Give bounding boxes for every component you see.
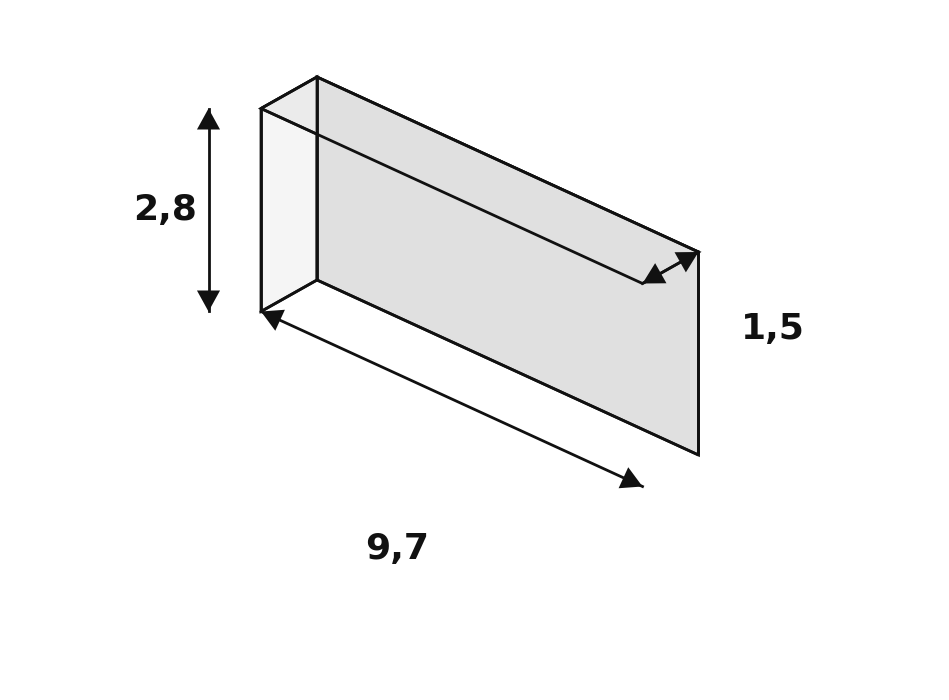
Polygon shape [197, 290, 220, 312]
Text: 2,8: 2,8 [133, 193, 197, 227]
Polygon shape [261, 77, 698, 284]
Polygon shape [197, 108, 220, 130]
Text: 1,5: 1,5 [740, 312, 805, 346]
Polygon shape [261, 77, 317, 312]
Polygon shape [317, 77, 698, 455]
Text: 9,7: 9,7 [365, 533, 430, 566]
Polygon shape [619, 467, 642, 488]
Polygon shape [261, 310, 285, 331]
Polygon shape [675, 252, 698, 272]
Polygon shape [642, 263, 666, 284]
